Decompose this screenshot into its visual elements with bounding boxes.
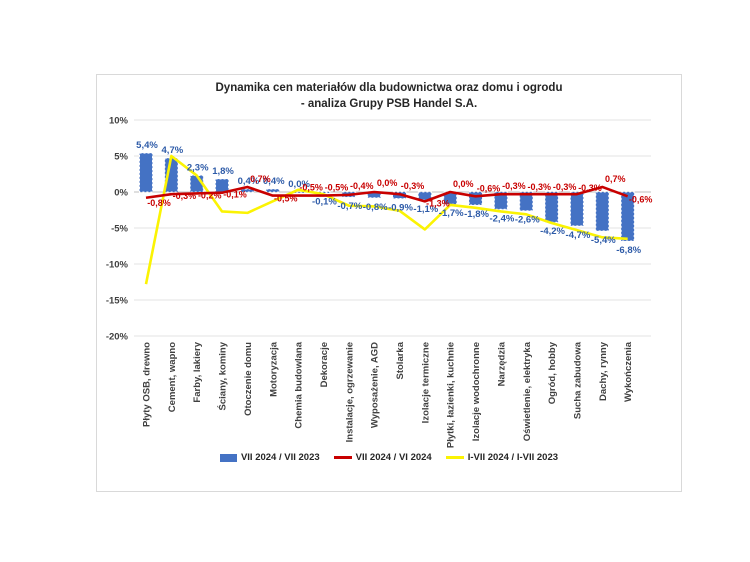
x-axis-category-label: Płyty OSB, drewno <box>142 342 153 427</box>
x-axis-category-label: Ogród, hobby <box>547 341 558 404</box>
mom-line-data-label: -0,3% <box>578 183 602 193</box>
bar-data-label: 0,0% <box>288 179 310 190</box>
ytd-line-swatch-icon <box>445 456 464 459</box>
x-axis-category-label: Stolarka <box>395 341 406 379</box>
mom-line-data-label: -0,5% <box>274 194 298 204</box>
ytd-change-line <box>144 154 628 285</box>
mom-line-data-label: 0,7% <box>250 174 271 184</box>
bar <box>443 191 458 205</box>
mom-line-data-label: 0,7% <box>605 174 626 184</box>
chart-title-line2: - analiza Grupy PSB Handel S.A. <box>300 98 478 110</box>
y-axis-tick-label: -5% <box>111 224 128 235</box>
mom-change-line <box>145 185 629 203</box>
bar <box>595 191 610 232</box>
bar-data-label: 0,4% <box>263 176 285 187</box>
bar-data-label: -2,4% <box>489 213 514 224</box>
x-axis-category-label: Cement, wapno <box>167 342 178 412</box>
x-axis-category-label: Izolacje wodochronne <box>471 342 482 441</box>
bar <box>265 188 280 193</box>
mom-line-data-label: -0,3% <box>553 182 577 192</box>
bar <box>519 191 534 212</box>
bar <box>569 191 584 227</box>
chart-title-line1: Dynamika cen materiałów dla budownictwa … <box>215 82 563 94</box>
x-axis-category-label: Wyposażenie, AGD <box>370 342 381 428</box>
legend-item-mom-line: VII 2024 / VI 2024 <box>333 452 432 463</box>
bar <box>544 191 559 223</box>
bar-data-label: 0,4% <box>238 176 260 187</box>
bar-data-label: -5,4% <box>591 235 616 246</box>
y-axis-tick-label: 5% <box>114 152 128 163</box>
chart-legend: VII 2024 / VII 2023 VII 2024 / VI 2024 I… <box>96 452 682 463</box>
x-axis-category-label: Narzędzia <box>496 341 507 386</box>
y-axis-tick-label: -15% <box>106 296 129 307</box>
bar-data-label: -1,1% <box>413 204 438 215</box>
mom-line-data-label: -0,2% <box>198 190 222 200</box>
bar-data-label: 5,4% <box>136 140 158 151</box>
x-axis-category-label: Wykończenia <box>623 341 634 402</box>
bar <box>240 188 255 193</box>
x-axis-category-label: Dekoracje <box>319 342 330 387</box>
mom-line-data-label: -0,3% <box>173 191 197 201</box>
x-axis-category-label: Farby, lakiery <box>192 341 203 402</box>
chart-title: Dynamika cen materiałów dla budownictwa … <box>96 80 682 112</box>
mom-line-data-label: -0,5% <box>325 183 349 193</box>
mom-line-data-label: 0,0% <box>377 178 398 188</box>
bar-data-label: -1,8% <box>464 209 489 220</box>
x-axis-category-label: Instalacje, ogrzewanie <box>344 342 355 442</box>
x-axis-category-label: Dachy, rynny <box>598 341 609 401</box>
bar <box>620 191 635 242</box>
x-axis-category-label: Otoczenie domu <box>243 342 254 416</box>
x-axis-category-label: Ściany, kominy <box>217 341 229 410</box>
mom-line-data-label: -0,6% <box>629 194 653 204</box>
y-axis-tick-label: -10% <box>106 260 129 271</box>
bar-data-label: -0,8% <box>363 202 388 213</box>
x-axis-category-label: Izolacje termiczne <box>420 342 431 423</box>
mom-line-data-label: -0,6% <box>477 183 501 193</box>
legend-label-ytd-line: I-VII 2024 / I-VII 2023 <box>467 452 559 463</box>
bar <box>417 191 432 201</box>
mom-line-data-label: -0,8% <box>147 198 171 208</box>
x-axis-category-label: Płytki, łazienki, kuchnie <box>446 342 457 448</box>
x-axis-category-label: Chemia budowlana <box>294 341 305 428</box>
y-axis-tick-label: 0% <box>114 188 128 199</box>
mom-line-data-label: -0,3% <box>401 181 425 191</box>
chart-frame <box>96 74 682 492</box>
bar-data-label: -4,2% <box>540 226 565 237</box>
bar-data-label: -0,9% <box>388 202 413 213</box>
legend-item-bar-series: VII 2024 / VII 2023 <box>219 452 320 463</box>
mom-line-data-label: -0,3% <box>527 182 551 192</box>
bar-data-label: -6,8% <box>616 245 641 256</box>
x-axis-category-label: Oświetlenie, elektryka <box>522 341 533 441</box>
bar-data-label: -2,6% <box>515 215 540 226</box>
bar-data-label: 1,8% <box>212 166 234 177</box>
bar-data-label: -0,7% <box>337 201 362 212</box>
bar-data-label: -0,1% <box>312 197 337 208</box>
x-axis-category-label: Sucha zabudowa <box>572 341 583 419</box>
mom-line-data-label: 0,0% <box>453 179 474 189</box>
bar <box>468 191 483 206</box>
legend-label-mom-line: VII 2024 / VI 2024 <box>355 452 432 463</box>
x-axis-category-label: Motoryzacja <box>268 341 279 397</box>
mom-line-swatch-icon <box>333 456 352 459</box>
bar <box>493 191 508 210</box>
bar <box>139 152 153 193</box>
mom-line-data-label: -1,3% <box>426 198 450 208</box>
mom-line-data-label: -0,5% <box>299 183 323 193</box>
mom-line-data-label: -0,1% <box>223 190 247 200</box>
y-axis-tick-label: -20% <box>106 332 129 343</box>
bar-data-label: 2,3% <box>187 162 209 173</box>
bar-series-swatch-icon <box>219 453 237 462</box>
bar-data-label: -1,7% <box>439 208 464 219</box>
legend-item-ytd-line: I-VII 2024 / I-VII 2023 <box>445 452 559 463</box>
bar-data-label: -4,7% <box>566 230 591 241</box>
bar-data-label: 4,7% <box>162 145 184 156</box>
mom-line-data-label: -0,3% <box>502 181 526 191</box>
legend-label-bar-series: VII 2024 / VII 2023 <box>240 452 320 463</box>
y-axis-tick-label: 10% <box>109 116 129 127</box>
mom-line-data-label: -0,4% <box>350 181 374 191</box>
bar <box>367 191 382 199</box>
